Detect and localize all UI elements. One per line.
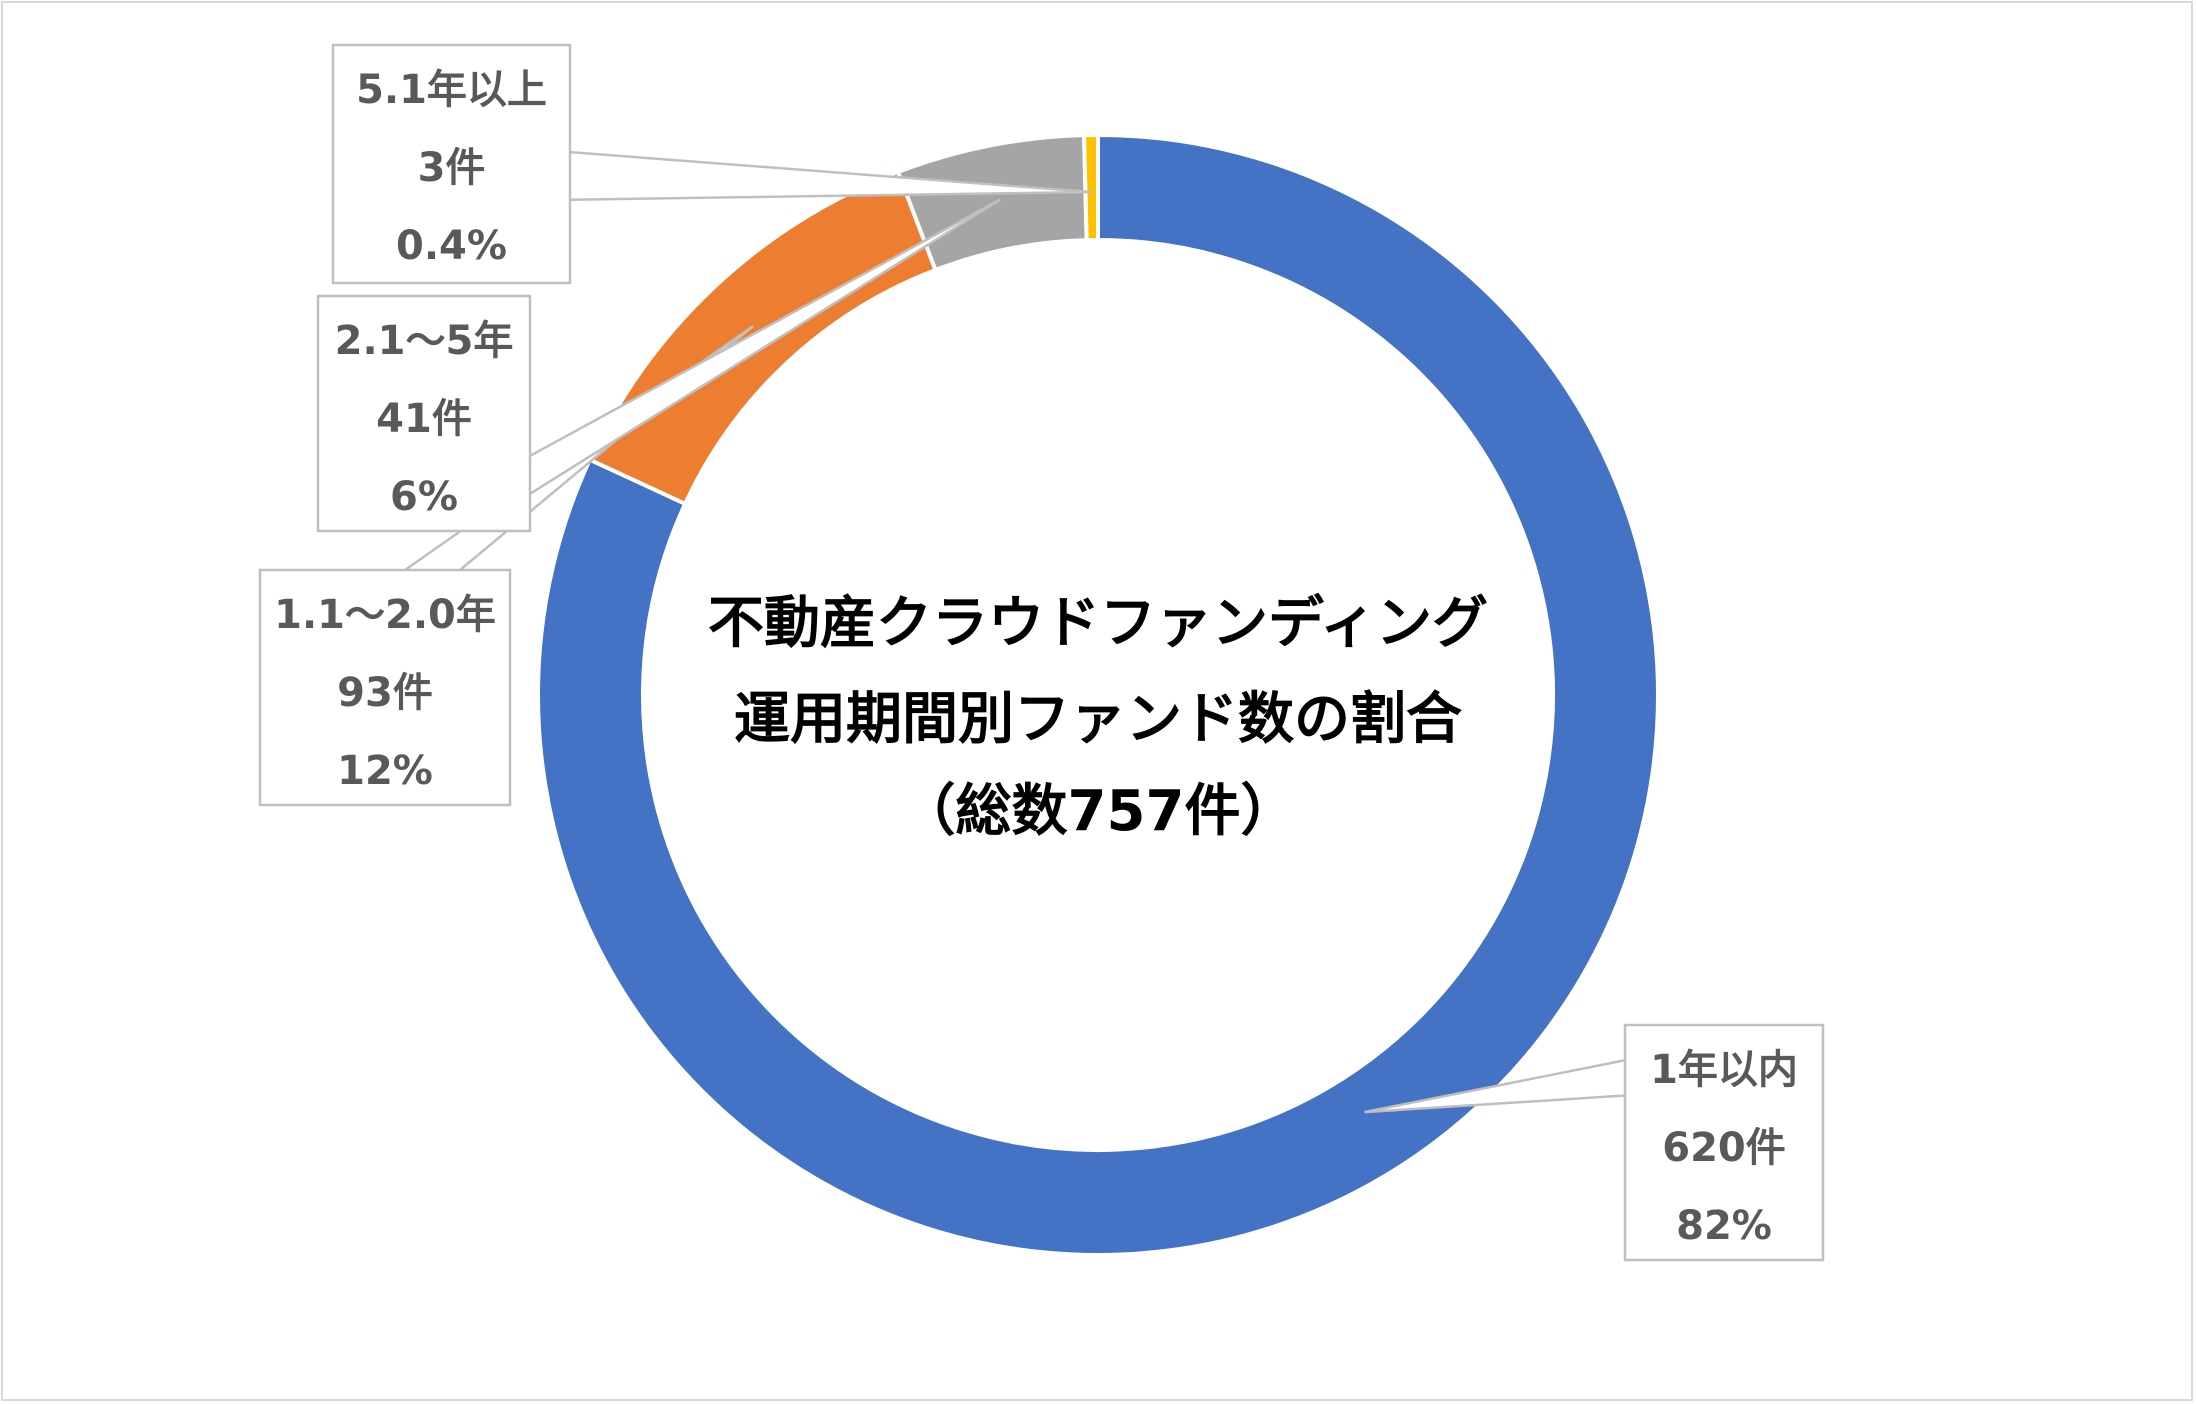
slice-percent-label: 6%: [390, 474, 458, 520]
slice-name-label: 1年以内: [1650, 1047, 1798, 1093]
slice-name-label: 5.1年以上: [356, 67, 547, 113]
slice-count-label: 93件: [337, 670, 433, 716]
callout-box: [316, 294, 532, 533]
slice-percent-label: 12%: [337, 748, 433, 794]
slice-count-label: 41件: [376, 396, 472, 442]
callout-leader-1: [1364, 1059, 1626, 1114]
callout-box: [258, 568, 512, 807]
callout-box: [1623, 1023, 1825, 1262]
callouts-layer: 1年以内 620件 82% 1.1～2.0年 93件 12% 2.1～5年 41件 6% 5.1年…: [258, 43, 1825, 1262]
callout-box: [331, 43, 572, 285]
chart-title: 不動産クラウドファンディング 運用期間別ファンド数の割合 （総数757件）: [708, 591, 1488, 844]
chart-title-line-2: 運用期間別ファンド数の割合: [734, 687, 1462, 752]
chart-title-line-3: （総数757件）: [900, 779, 1297, 844]
chart-title-line-1: 不動産クラウドファンディング: [708, 591, 1488, 656]
callout-1: 1年以内 620件 82%: [1623, 1023, 1825, 1262]
slice-percent-label: 0.4%: [396, 223, 507, 269]
donut-slice-4: [1082, 132, 1100, 243]
callout-1-1-2-0: 1.1～2.0年 93件 12%: [258, 568, 512, 807]
callout-5-1: 5.1年以上 3件 0.4%: [331, 43, 572, 285]
slice-count-label: 3件: [418, 145, 486, 191]
callout-leader-3: [391, 198, 1001, 533]
donut-slice-1: [536, 132, 1660, 1257]
callout-leader-4: [569, 150, 1092, 201]
slice-name-label: 1.1～2.0年: [274, 592, 496, 638]
slice-name-label: 2.1～5年: [335, 318, 514, 364]
slice-count-label: 620件: [1662, 1125, 1786, 1171]
slice-percent-label: 82%: [1676, 1203, 1772, 1249]
callout-2-1-5: 2.1～5年 41件 6%: [316, 294, 532, 533]
